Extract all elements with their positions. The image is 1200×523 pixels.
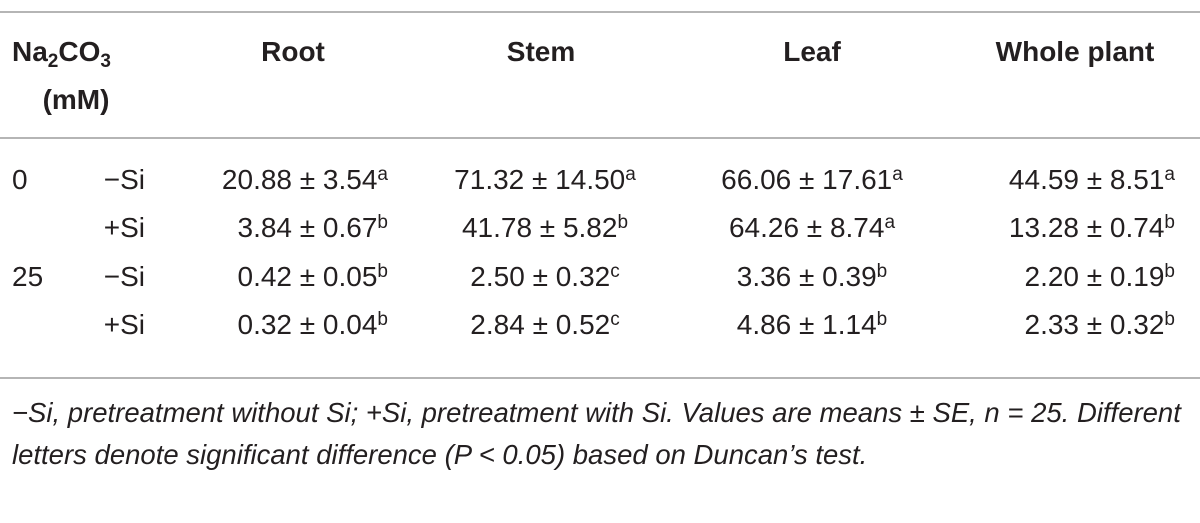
column-header: Leaf: [783, 36, 841, 67]
mean-se: 2.50 ± 0.32: [470, 261, 611, 292]
top-rule: [0, 11, 1200, 13]
group-label: 25: [12, 261, 44, 292]
group-label: 0: [12, 164, 28, 195]
value-cell: 66.06 ± 17.61a: [721, 164, 903, 196]
mean-se: 41.78 ± 5.82: [461, 212, 618, 243]
mean-se: 20.88 ± 3.54: [221, 164, 378, 195]
significance-letter: a: [884, 212, 896, 233]
significance-letter: b: [876, 261, 888, 282]
factor-unit: (mM): [42, 84, 110, 115]
mean-se: 2.20 ± 0.19: [1024, 261, 1165, 292]
mean-se: 3.84 ± 0.67: [237, 212, 378, 243]
value-cell: 3.84 ± 0.67b: [238, 212, 389, 244]
significance-letter: b: [617, 212, 629, 233]
mean-se: 0.42 ± 0.05: [237, 261, 378, 292]
column-header: Root: [261, 36, 325, 67]
significance-letter: b: [1164, 212, 1175, 233]
significance-letter: a: [625, 164, 636, 185]
bottom-rule: [0, 377, 1200, 379]
mean-se: 13.28 ± 0.74: [1008, 212, 1165, 243]
significance-letter: a: [377, 164, 388, 185]
value-cell: 0.32 ± 0.04b: [238, 309, 389, 341]
mean-se: 64.26 ± 8.74: [728, 212, 885, 243]
value-cell: 2.33 ± 0.32b: [1025, 309, 1176, 341]
mean-se: 3.36 ± 0.39: [736, 261, 877, 292]
significance-letter: b: [1164, 309, 1175, 330]
mean-se: 0.32 ± 0.04: [237, 309, 378, 340]
factor-header: Na2CO3: [12, 36, 111, 71]
factor-label-part: CO: [58, 36, 101, 67]
value-cell: 64.26 ± 8.74a: [729, 212, 895, 244]
treatment-label: −Si: [103, 261, 145, 292]
value-cell: 41.78 ± 5.82b: [462, 212, 628, 244]
mean-se: 44.59 ± 8.51: [1008, 164, 1165, 195]
significance-letter: a: [892, 164, 903, 185]
mean-se: 2.84 ± 0.52: [470, 309, 611, 340]
value-cell: 20.88 ± 3.54a: [222, 164, 388, 196]
value-cell: 13.28 ± 0.74b: [1009, 212, 1175, 244]
significance-letter: b: [377, 309, 388, 330]
treatment-label: −Si: [103, 164, 145, 195]
value-cell: 3.36 ± 0.39b: [737, 261, 888, 293]
value-cell: 71.32 ± 14.50a: [454, 164, 636, 196]
header-rule: [0, 137, 1200, 139]
footnote: −Si, pretreatment without Si; +Si, pretr…: [12, 397, 1181, 470]
significance-letter: b: [876, 309, 888, 330]
mean-se: 71.32 ± 14.50: [454, 164, 626, 195]
significance-letter: b: [377, 212, 388, 233]
value-cell: 2.20 ± 0.19b: [1025, 261, 1176, 293]
significance-letter: c: [610, 309, 620, 330]
treatment-label: +Si: [103, 212, 145, 243]
mean-se: 4.86 ± 1.14: [736, 309, 877, 340]
value-cell: 2.84 ± 0.52c: [470, 309, 619, 341]
column-header: Stem: [506, 36, 576, 67]
factor-label-part: Na: [12, 36, 48, 67]
factor-label-part: 2: [47, 51, 59, 72]
significance-letter: a: [1164, 164, 1175, 185]
value-cell: 4.86 ± 1.14b: [737, 309, 888, 341]
mean-se: 66.06 ± 17.61: [721, 164, 893, 195]
significance-letter: b: [377, 261, 388, 282]
factor-label-part: 3: [100, 51, 111, 72]
significance-letter: c: [610, 261, 620, 282]
value-cell: 0.42 ± 0.05b: [238, 261, 389, 293]
significance-letter: b: [1164, 261, 1175, 282]
treatment-label: +Si: [103, 309, 145, 340]
mean-se: 2.33 ± 0.32: [1024, 309, 1165, 340]
value-cell: 44.59 ± 8.51a: [1009, 164, 1175, 196]
column-header: Whole plant: [995, 36, 1155, 67]
value-cell: 2.50 ± 0.32c: [470, 261, 619, 293]
